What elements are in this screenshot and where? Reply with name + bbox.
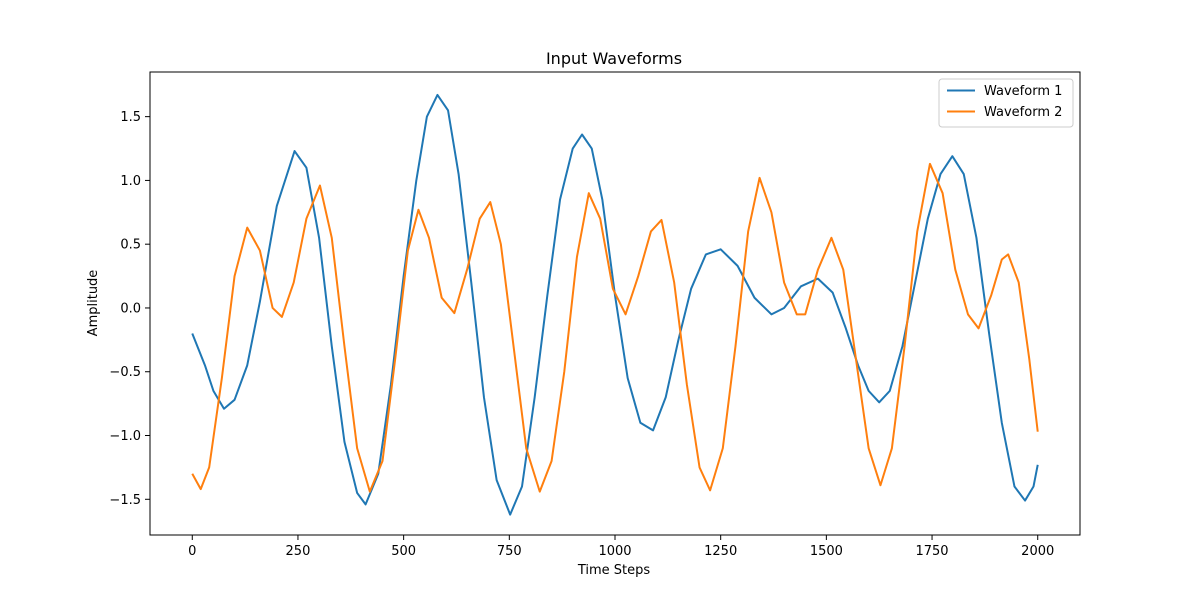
plot-frame: [149, 71, 1081, 536]
legend-label-waveform-1: Waveform 1: [984, 84, 1062, 99]
y-tick-label: −0.5: [109, 365, 141, 380]
y-tick-label: 1.5: [120, 110, 141, 125]
chart-title: Input Waveforms: [546, 49, 682, 68]
x-tick-label: 750: [497, 544, 522, 559]
y-tick-label: −1.0: [109, 429, 141, 444]
x-tick-label: 0: [188, 544, 196, 559]
x-tick-label: 1250: [704, 544, 737, 559]
series-line-waveform-2: [191, 162, 1039, 493]
x-axis-label: Time Steps: [577, 563, 651, 578]
plot-lines: [191, 93, 1039, 516]
y-tick-label: −1.5: [109, 493, 141, 508]
y-axis-label: Amplitude: [86, 270, 101, 337]
x-axis: 0 250 500 750 1000 1250 1500 1750 2000: [188, 535, 1054, 559]
legend-label-waveform-2: Waveform 2: [984, 105, 1062, 120]
series-line-waveform-1: [191, 93, 1039, 516]
x-tick-label: 1500: [810, 544, 843, 559]
x-tick-label: 2000: [1021, 544, 1054, 559]
x-tick-label: 1750: [915, 544, 948, 559]
y-axis: −1.5 −1.0 −0.5 0.0 0.5 1.0 1.5: [109, 110, 150, 508]
y-tick-label: 0.5: [120, 238, 141, 253]
x-tick-label: 1000: [598, 544, 631, 559]
legend: Waveform 1 Waveform 2: [938, 78, 1074, 128]
y-tick-label: 0.0: [120, 301, 141, 316]
x-tick-label: 500: [391, 544, 416, 559]
y-tick-label: 1.0: [120, 174, 141, 189]
x-tick-label: 250: [286, 544, 311, 559]
